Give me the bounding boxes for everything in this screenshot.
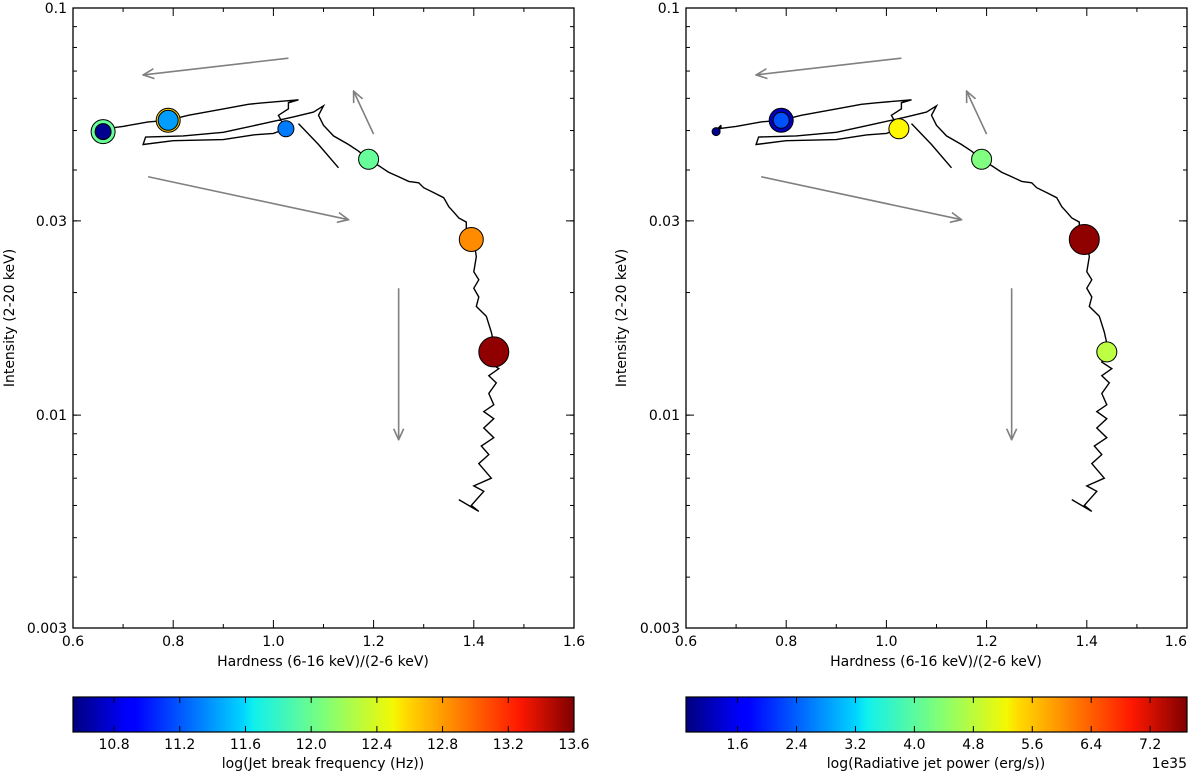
left-track-line: [100, 99, 501, 513]
right-y-tick-label: 0.003: [640, 621, 680, 637]
right-panel: 0.6 0.8 1.0 1.2 1.4 1.6 0.003 0.01 0.03 …: [614, 1, 1188, 670]
right-colorbar-tick-label: 5.6: [1021, 737, 1043, 753]
right-colorbar-tick-label: 1.6: [726, 737, 748, 753]
right-y-tick-label: 0.01: [649, 408, 680, 424]
left-colorbar-tick-label: 11.6: [230, 737, 261, 753]
right-colorbar: 1.6 2.4 3.2 4.0 4.8 5.6 6.4 7.2 1e35 log…: [685, 696, 1188, 772]
left-y-tick-label: 0.03: [36, 214, 67, 230]
right-colorbar-ticks: [737, 697, 1151, 732]
right-colorbar-tick-label: 4.8: [962, 737, 984, 753]
right-point: [971, 148, 993, 170]
right-colorbar-tick-label: 3.2: [844, 737, 866, 753]
arrow-right-lower: [760, 175, 961, 220]
right-point: [888, 118, 910, 140]
left-point: [157, 109, 179, 131]
right-arrows: [756, 57, 1012, 440]
left-colorbar-label: log(Jet break frequency (Hz)): [222, 756, 425, 772]
left-tick-labels: 0.6 0.8 1.0 1.2 1.4 1.6 0.003 0.01 0.03 …: [27, 1, 585, 650]
right-colorbar-tick-label: 2.4: [785, 737, 807, 753]
left-colorbar: 10.8 11.2 11.6 12.0 12.4 12.8 13.2 13.6 …: [72, 696, 590, 772]
arrow-up-diagonal: [967, 91, 988, 135]
left-colorbar-tick-labels: 10.8 11.2 11.6 12.0 12.4 12.8 13.2 13.6: [98, 737, 589, 753]
arrow-left-upper: [143, 57, 289, 75]
right-colorbar-tick-label: 7.2: [1139, 737, 1161, 753]
right-point: [772, 111, 790, 129]
left-arrows: [143, 57, 399, 440]
left-point: [94, 123, 112, 141]
left-y-tick-label: 0.1: [45, 1, 67, 17]
right-point: [1068, 224, 1100, 255]
right-colorbar-gradient: [685, 696, 1188, 733]
right-y-axis-label: Intensity (2-20 keV): [614, 249, 630, 387]
left-x-tick-label: 0.8: [162, 634, 184, 650]
left-colorbar-tick-label: 12.8: [427, 737, 458, 753]
right-x-tick-label: 1.6: [1165, 634, 1187, 650]
right-track-line: [713, 99, 1114, 513]
left-colorbar-tick-label: 12.4: [361, 737, 392, 753]
left-point: [277, 120, 295, 138]
left-y-axis-label: Intensity (2-20 keV): [2, 249, 18, 387]
right-track-branch: [910, 123, 953, 169]
left-track-branch: [297, 123, 340, 169]
left-colorbar-tick-label: 13.6: [558, 737, 589, 753]
right-x-tick-label: 1.2: [975, 634, 997, 650]
left-points: [90, 107, 510, 368]
right-colorbar-tick-label: 6.4: [1080, 737, 1102, 753]
left-x-tick-label: 1.0: [262, 634, 284, 650]
right-colorbar-label: log(Radiative jet power (erg/s)): [827, 756, 1045, 772]
right-plot-frame: [685, 7, 1188, 629]
right-x-tick-label: 1.0: [875, 634, 897, 650]
left-point: [478, 336, 510, 368]
right-colorbar-tick-label: 4.0: [903, 737, 925, 753]
left-x-axis-label: Hardness (6-16 keV)/(2-6 keV): [217, 654, 429, 670]
right-colorbar-offset-text: 1e35: [1152, 756, 1187, 772]
arrow-right-lower: [147, 175, 348, 220]
right-y-tick-label: 0.03: [649, 214, 680, 230]
right-colorbar-tick-labels: 1.6 2.4 3.2 4.0 4.8 5.6 6.4 7.2: [726, 737, 1161, 753]
left-colorbar-tick-label: 12.0: [296, 737, 327, 753]
left-colorbar-ticks: [113, 697, 575, 732]
right-ticks: [685, 7, 1188, 629]
left-x-tick-label: 1.6: [563, 634, 585, 650]
right-point: [1096, 341, 1118, 363]
left-y-tick-label: 0.01: [36, 408, 67, 424]
right-tick-labels: 0.6 0.8 1.0 1.2 1.4 1.6 0.003 0.01 0.03 …: [640, 1, 1187, 650]
left-x-tick-label: 1.2: [362, 634, 384, 650]
left-colorbar-tick-label: 10.8: [98, 737, 129, 753]
right-point: [711, 127, 721, 137]
left-panel: 0.6 0.8 1.0 1.2 1.4 1.6 0.003 0.01 0.03 …: [2, 1, 585, 670]
left-colorbar-tick-label: 13.2: [493, 737, 524, 753]
right-x-tick-label: 0.8: [775, 634, 797, 650]
left-x-tick-label: 1.4: [463, 634, 485, 650]
left-point: [458, 227, 484, 252]
arrow-up-diagonal: [354, 91, 375, 135]
right-x-tick-label: 1.4: [1076, 634, 1098, 650]
left-y-tick-label: 0.003: [27, 621, 67, 637]
right-x-tick-label: 0.6: [675, 634, 697, 650]
left-point: [358, 148, 380, 170]
right-x-axis-label: Hardness (6-16 keV)/(2-6 keV): [830, 654, 1042, 670]
arrow-left-upper: [756, 57, 902, 75]
right-points: [711, 107, 1118, 363]
right-y-tick-label: 0.1: [658, 1, 680, 17]
left-x-tick-label: 0.6: [62, 634, 84, 650]
left-colorbar-gradient: [72, 696, 575, 733]
left-plot-frame: [72, 7, 575, 629]
left-colorbar-tick-label: 11.2: [164, 737, 195, 753]
left-ticks: [72, 7, 575, 629]
